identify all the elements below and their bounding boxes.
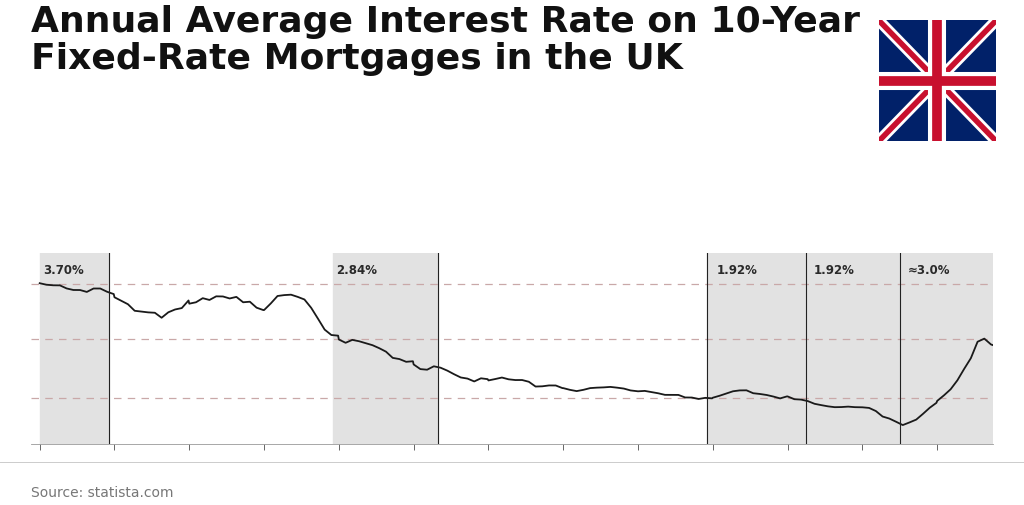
Text: Source: statista.com: Source: statista.com: [31, 486, 173, 500]
Bar: [707, 252, 993, 444]
Text: ≈3.0%: ≈3.0%: [907, 264, 950, 277]
Bar: [333, 252, 438, 444]
Bar: [40, 252, 109, 444]
Text: 1.92%: 1.92%: [717, 264, 758, 277]
Text: 3.70%: 3.70%: [43, 264, 84, 277]
Text: 2.84%: 2.84%: [337, 264, 378, 277]
Text: 1.92%: 1.92%: [814, 264, 855, 277]
Text: Annual Average Interest Rate on 10-Year
Fixed-Rate Mortgages in the UK: Annual Average Interest Rate on 10-Year …: [31, 5, 860, 76]
